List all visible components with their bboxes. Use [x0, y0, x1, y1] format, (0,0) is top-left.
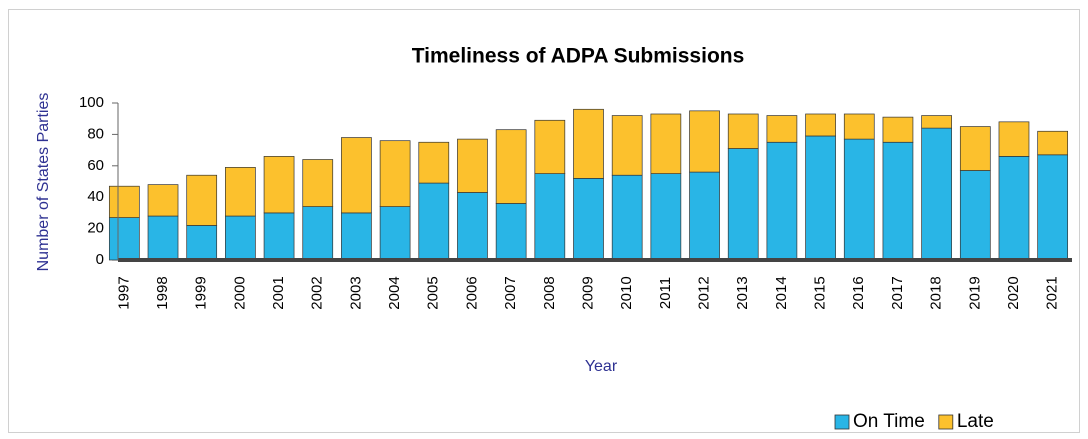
- bar-segment: [727, 148, 759, 261]
- bar-segment: [108, 185, 140, 218]
- bar-segment: [108, 217, 140, 261]
- x-tick-label: 2010: [618, 276, 635, 309]
- bar-segment: [921, 127, 952, 261]
- x-tick-label: 1997: [115, 276, 132, 309]
- bar-segment: [882, 141, 914, 261]
- bar-segment: [650, 113, 682, 174]
- x-tick-label: 2006: [463, 276, 480, 309]
- bar-segment: [418, 182, 450, 261]
- bar-segment: [882, 116, 914, 143]
- bar-segment: [147, 215, 179, 261]
- bar-segment: [959, 170, 991, 261]
- bar-segment: [263, 212, 295, 261]
- y-tick-label: 80: [87, 125, 104, 142]
- legend-key: [938, 414, 954, 430]
- bar-segment: [379, 206, 411, 261]
- bar-segment: [147, 184, 179, 217]
- bar-segment: [689, 110, 720, 173]
- bar-segment: [573, 108, 604, 179]
- legend-label: Late: [957, 411, 994, 432]
- x-tick-label: 2007: [502, 276, 519, 309]
- x-tick-label: 2000: [231, 276, 248, 309]
- bar-segment: [263, 156, 295, 214]
- x-tick-label: 2020: [1005, 276, 1022, 309]
- x-tick-label: 2004: [386, 276, 403, 309]
- x-tick-label: 2001: [270, 276, 287, 309]
- bar-segment: [495, 129, 527, 204]
- bar-segment: [302, 206, 334, 261]
- bar-segment: [959, 126, 991, 171]
- bar-segment: [186, 174, 218, 226]
- bar-segment: [805, 135, 836, 261]
- bar-segment: [1037, 154, 1069, 261]
- bar-segment: [379, 140, 411, 207]
- x-tick-label: 2015: [812, 276, 829, 309]
- x-tick-label: 2012: [696, 276, 713, 309]
- bar-segment: [457, 138, 488, 193]
- bar-segment: [921, 115, 952, 129]
- bar-segment: [611, 174, 643, 261]
- bar-segment: [727, 113, 759, 149]
- bar-segment: [805, 113, 836, 137]
- bar-segment: [495, 203, 527, 261]
- x-tick-label: 2003: [347, 276, 364, 309]
- bar-segment: [186, 225, 218, 261]
- x-tick-label: 2002: [309, 276, 326, 309]
- bar-segment: [534, 173, 566, 261]
- bar-segment: [998, 156, 1030, 261]
- y-tick-label: 0: [96, 251, 104, 268]
- y-tick-label: 60: [87, 157, 104, 174]
- x-tick-label: 2005: [425, 276, 442, 309]
- bar-segment: [611, 115, 643, 176]
- y-tick-label: 40: [87, 188, 104, 205]
- legend-label: On Time: [853, 411, 925, 432]
- x-tick-label: 2011: [657, 277, 674, 309]
- bar-segment: [650, 173, 682, 261]
- x-tick-label: 2017: [889, 276, 906, 309]
- chart-title: Timeliness of ADPA Submissions: [412, 45, 745, 68]
- bar-segment: [457, 192, 488, 261]
- bar-segment: [998, 121, 1030, 157]
- bar-segment: [418, 141, 450, 184]
- x-tick-label: 2021: [1044, 276, 1061, 309]
- x-tick-label: 2018: [928, 276, 945, 309]
- x-tick-label: 2014: [773, 276, 790, 309]
- bar-segment: [689, 171, 720, 261]
- x-tick-label: 1998: [154, 276, 171, 309]
- bar-segment: [302, 159, 334, 207]
- legend-key: [834, 414, 850, 430]
- x-tick-label: 2016: [850, 276, 867, 309]
- bar-segment: [534, 119, 566, 174]
- x-tick-label: 2009: [579, 276, 596, 309]
- bar-segment: [766, 115, 798, 143]
- x-tick-label: 2019: [966, 276, 983, 309]
- x-axis-label: Year: [585, 358, 618, 375]
- bar-segment: [225, 215, 256, 261]
- y-tick-label: 20: [87, 220, 104, 237]
- bar-segment: [843, 113, 875, 140]
- bar-segment: [1037, 130, 1069, 156]
- x-tick-label: 1999: [193, 276, 210, 309]
- bar-segment: [766, 141, 798, 261]
- bar-segment: [341, 212, 372, 261]
- bar-segment: [573, 178, 604, 261]
- x-tick-label: 2013: [734, 276, 751, 309]
- y-tick-label: 100: [79, 94, 104, 111]
- bar-segment: [843, 138, 875, 261]
- bar-segment: [225, 167, 256, 217]
- y-axis-label: Number of States Parties: [35, 93, 52, 272]
- x-tick-label: 2008: [541, 276, 558, 309]
- bar-segment: [341, 137, 372, 214]
